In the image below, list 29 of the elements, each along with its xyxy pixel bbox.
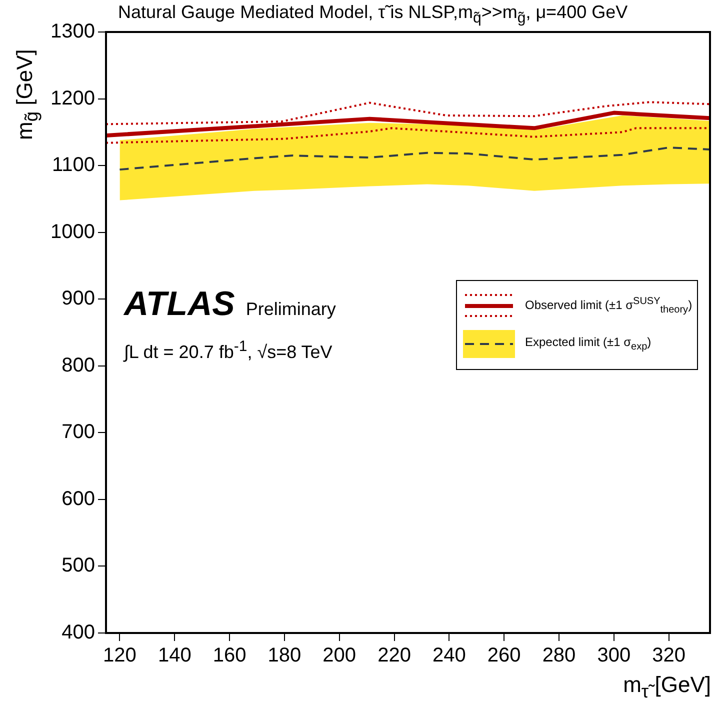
x-tick-label: 160: [212, 644, 246, 667]
x-axis-title: m$_{τ̃}$ [GeV]: [623, 672, 711, 702]
x-tick-label: 200: [322, 644, 356, 667]
legend-label: Expected limit (±1 σ$_{exp}$): [525, 335, 652, 353]
y-tick-label: 1300: [50, 20, 95, 43]
y-tick-label: 700: [62, 421, 95, 444]
y-tick-label: 600: [62, 488, 95, 510]
x-tick-label: 260: [487, 644, 521, 667]
annotation: ∫L dt = 20.7 fb$^{-1}$, √s=8 TeV: [124, 338, 332, 363]
y-tick-label: 400: [62, 622, 95, 644]
legend-label: Observed limit (±1 σ$^{SUSY}$$_{theory}$): [525, 296, 692, 316]
x-tick-label: 120: [103, 644, 136, 667]
x-tick-label: 240: [432, 644, 466, 667]
y-tick-label: 1000: [50, 220, 95, 243]
y-tick-label: 900: [62, 288, 95, 310]
line-series: [118, 146, 710, 171]
x-tick-label: 180: [268, 644, 302, 667]
x-tick-label: 320: [652, 644, 686, 667]
x-tick-label: 300: [597, 644, 631, 667]
x-tick-label: 220: [378, 644, 411, 667]
line-series: [106, 101, 710, 126]
y-tick-label: 1200: [50, 87, 95, 110]
chart-title: Natural Gauge Mediated Model, τ̃ is NLSP,m$_{q̃}$>>m$_{g̃}$, μ=400 GeV: [118, 2, 628, 27]
y-tick-label: 1100: [52, 154, 95, 176]
annotation: ATLAS Preliminary: [124, 285, 336, 323]
y-tick-label: 800: [62, 354, 95, 376]
y-tick-label: 500: [62, 554, 95, 577]
x-tick-label: 140: [158, 644, 192, 667]
x-tick-label: 280: [542, 644, 576, 667]
